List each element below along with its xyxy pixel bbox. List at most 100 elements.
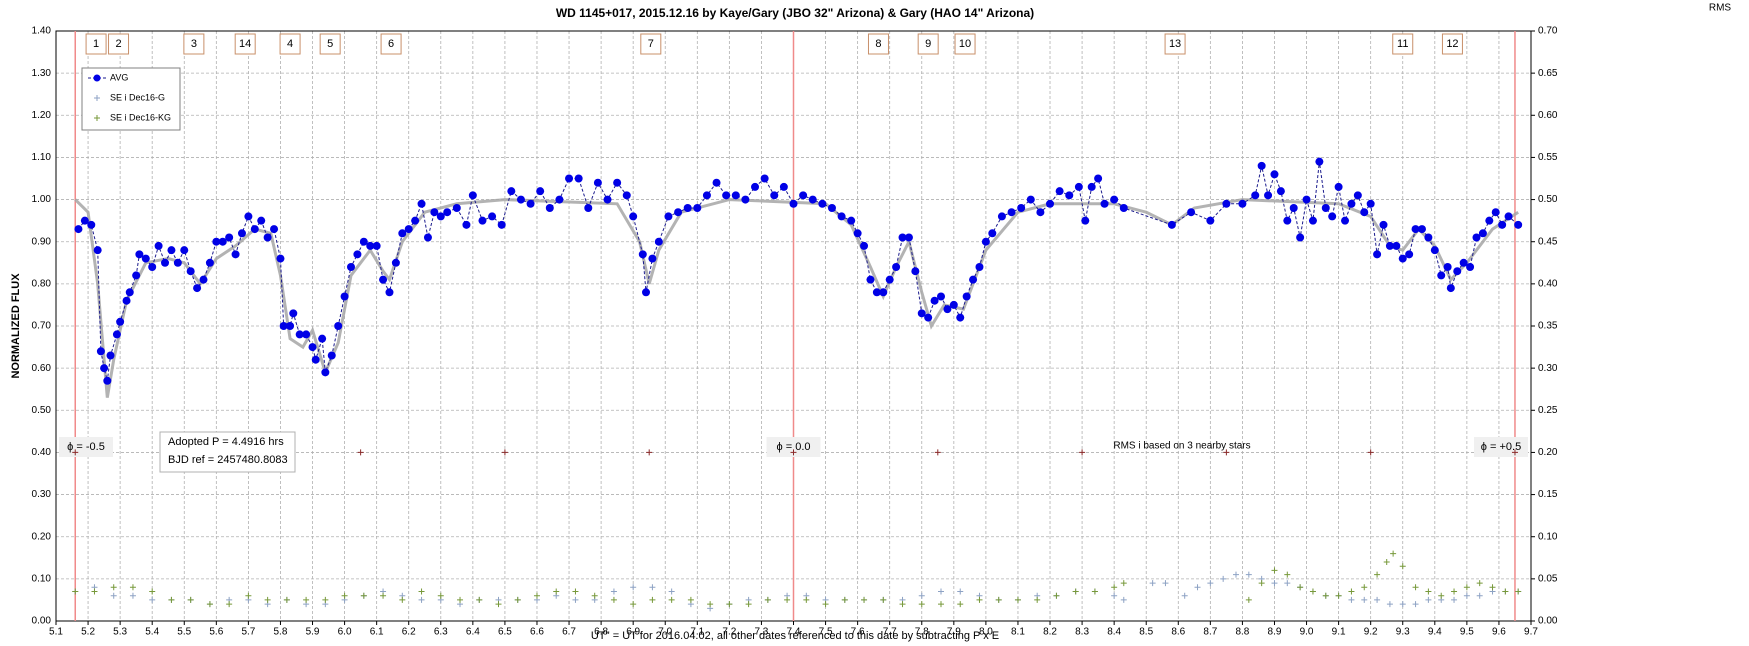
data-point bbox=[302, 330, 311, 339]
x-tick-label: 8.5 bbox=[1139, 627, 1153, 638]
data-point bbox=[430, 208, 439, 217]
x-tick-label: 6.5 bbox=[498, 627, 512, 638]
data-point bbox=[1451, 588, 1458, 595]
data-point bbox=[760, 174, 769, 183]
data-point bbox=[1245, 596, 1252, 603]
data-point bbox=[1514, 220, 1523, 229]
data-point bbox=[303, 596, 310, 603]
data-point bbox=[693, 204, 702, 212]
eclipse-label: 13 bbox=[1169, 38, 1181, 50]
y2-tick-label: 0.40 bbox=[1538, 278, 1558, 289]
data-point bbox=[674, 208, 683, 217]
data-point bbox=[1187, 208, 1196, 217]
data-point bbox=[1238, 199, 1247, 208]
data-point bbox=[257, 216, 266, 225]
y2-tick-label: 0.55 bbox=[1538, 152, 1558, 163]
data-point bbox=[956, 313, 965, 322]
data-point bbox=[1390, 550, 1397, 557]
data-point bbox=[649, 584, 656, 591]
data-point bbox=[1289, 204, 1298, 212]
data-point bbox=[898, 233, 907, 242]
y-tick-label: 0.60 bbox=[32, 363, 52, 374]
x-tick-label: 5.3 bbox=[113, 627, 127, 638]
data-point bbox=[423, 233, 432, 242]
data-point bbox=[1194, 584, 1201, 591]
x-tick-label: 6.2 bbox=[402, 627, 416, 638]
data-point bbox=[1463, 592, 1470, 599]
phase-label: ϕ = -0.5 bbox=[67, 441, 105, 453]
y-tick-label: 0.40 bbox=[32, 447, 52, 458]
data-point bbox=[553, 588, 560, 595]
data-point bbox=[437, 592, 444, 599]
data-point bbox=[1353, 191, 1362, 200]
eclipse-label: 9 bbox=[925, 38, 931, 50]
data-point bbox=[803, 596, 810, 603]
data-point bbox=[135, 250, 144, 259]
data-point bbox=[1322, 592, 1329, 599]
data-point bbox=[707, 601, 714, 608]
data-point bbox=[1245, 571, 1252, 578]
data-point bbox=[1257, 161, 1266, 170]
y-tick-label: 0.90 bbox=[32, 236, 52, 247]
data-point bbox=[1374, 596, 1381, 603]
data-point bbox=[1374, 571, 1381, 578]
data-point bbox=[969, 275, 978, 284]
x-tick-label: 8.2 bbox=[1043, 627, 1057, 638]
data-point bbox=[630, 584, 637, 591]
y-tick-label: 0.20 bbox=[32, 531, 52, 542]
data-point bbox=[199, 275, 208, 284]
data-point bbox=[226, 601, 233, 608]
data-point bbox=[683, 204, 692, 212]
ephemeris-mark bbox=[1367, 449, 1374, 456]
data-point bbox=[148, 263, 157, 271]
y-tick-label: 0.70 bbox=[32, 321, 52, 332]
data-point bbox=[1284, 571, 1291, 578]
data-point bbox=[276, 254, 285, 263]
data-point bbox=[1034, 596, 1041, 603]
y2-tick-label: 0.35 bbox=[1538, 321, 1558, 332]
data-point bbox=[938, 601, 944, 608]
data-point bbox=[1412, 601, 1419, 608]
data-point bbox=[995, 596, 1002, 603]
data-point bbox=[572, 588, 579, 595]
data-point bbox=[687, 596, 694, 603]
data-point bbox=[168, 596, 175, 603]
x-tick-label: 7.7 bbox=[883, 627, 897, 638]
data-point bbox=[1360, 208, 1369, 217]
data-point bbox=[1270, 170, 1279, 179]
data-point bbox=[418, 596, 425, 603]
data-point bbox=[841, 596, 848, 603]
data-point bbox=[885, 275, 894, 284]
data-point bbox=[668, 596, 675, 603]
eclipse-label-box bbox=[85, 33, 107, 55]
data-point bbox=[784, 596, 791, 603]
data-point bbox=[452, 204, 461, 212]
data-point bbox=[443, 208, 452, 217]
data-point bbox=[411, 216, 420, 225]
y2-tick-label: 0.45 bbox=[1538, 236, 1558, 247]
eclipse-label-box bbox=[640, 33, 662, 55]
data-point bbox=[1451, 596, 1458, 603]
data-point bbox=[1181, 592, 1188, 599]
data-point bbox=[341, 592, 348, 599]
eclipse-label-box bbox=[954, 33, 976, 55]
data-point bbox=[1491, 208, 1500, 217]
data-point bbox=[106, 351, 115, 360]
data-point bbox=[664, 212, 673, 221]
legend-label: AVG bbox=[110, 72, 128, 82]
x-tick-label: 5.8 bbox=[274, 627, 288, 638]
data-point bbox=[808, 195, 817, 204]
x-tick-label: 8.4 bbox=[1107, 627, 1121, 638]
data-point bbox=[327, 351, 336, 360]
y2-tick-label: 0.65 bbox=[1538, 68, 1558, 79]
data-point bbox=[1074, 182, 1083, 191]
data-point bbox=[334, 322, 343, 330]
x-tick-label: 5.9 bbox=[306, 627, 320, 638]
legend-marker bbox=[94, 115, 100, 121]
data-point bbox=[141, 254, 150, 263]
y-tick-label: 1.30 bbox=[32, 68, 52, 79]
data-point bbox=[187, 596, 194, 603]
y2-tick-label: 0.25 bbox=[1538, 405, 1558, 416]
data-point bbox=[417, 199, 426, 208]
x-tick-label: 7.3 bbox=[754, 627, 768, 638]
